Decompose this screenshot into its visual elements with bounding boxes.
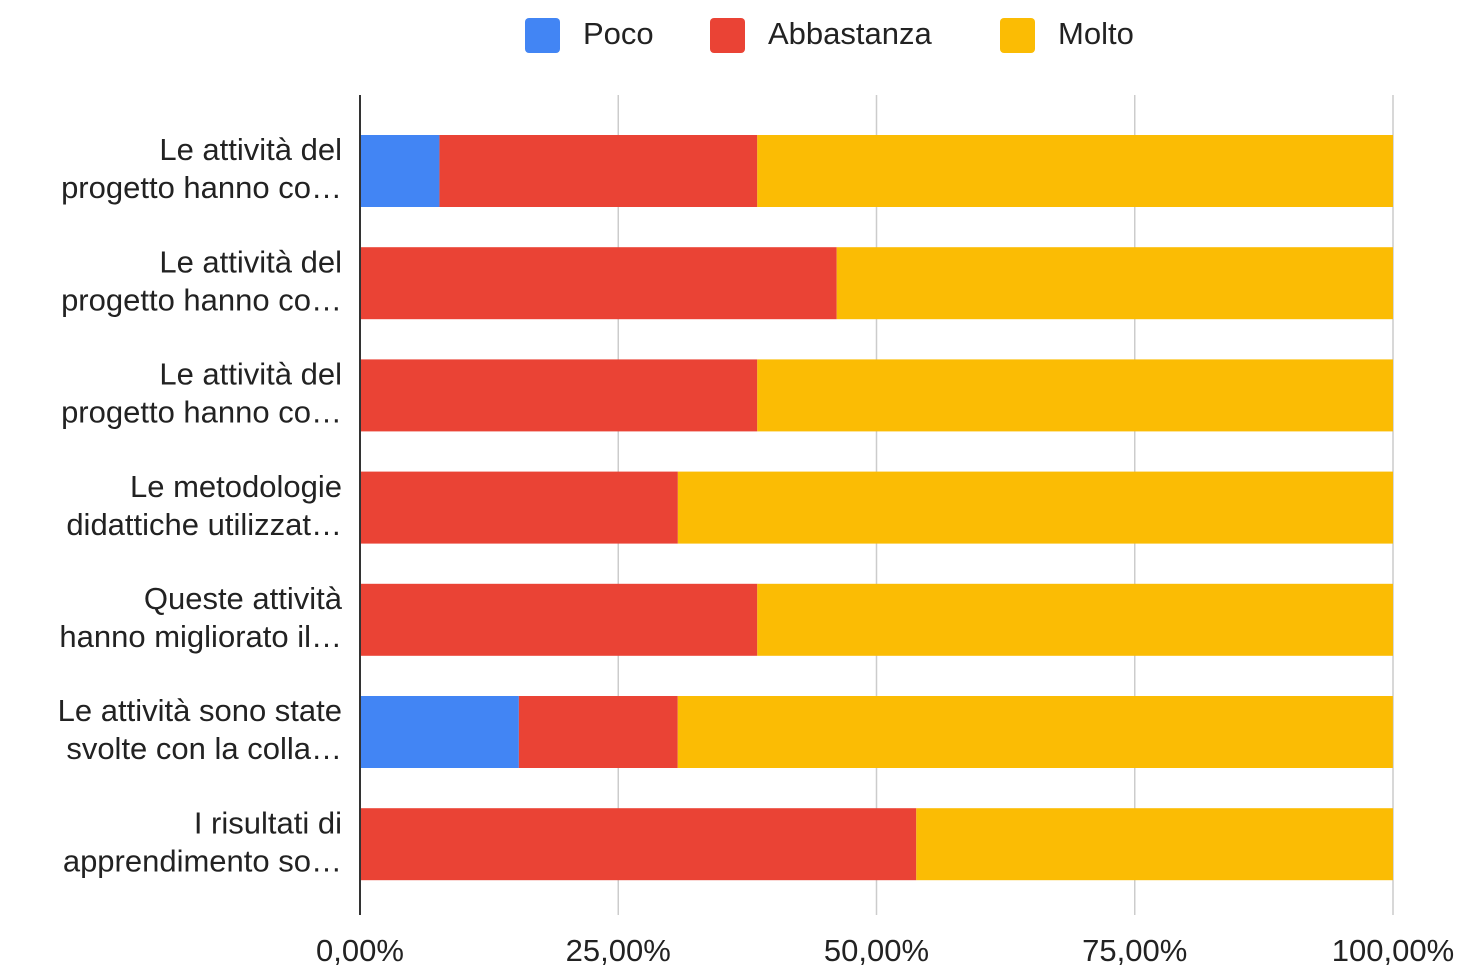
bar-segment [360, 583, 758, 656]
bar-segment [439, 135, 758, 207]
y-tick-label: progetto hanno co… [61, 395, 342, 430]
y-tick-label: Le attività sono state [58, 693, 342, 728]
y-tick-label: I risultati di [194, 805, 342, 840]
y-tick-label: svolte con la colla… [66, 731, 342, 766]
bar-segment [360, 696, 519, 768]
x-tick-label: 100,00% [1332, 933, 1454, 968]
bar-segment [677, 471, 1393, 544]
legend-label: Abbastanza [768, 16, 932, 51]
bar-segment [916, 808, 1393, 881]
y-tick-label: Le attività del [159, 132, 342, 167]
bar-segment [677, 696, 1393, 768]
bar-segment [360, 359, 758, 432]
bar-segment [360, 471, 678, 544]
y-tick-label: progetto hanno co… [61, 282, 342, 317]
bar-segment [757, 359, 1393, 432]
bar-segment [518, 696, 678, 768]
y-tick-label: hanno migliorato il… [59, 619, 342, 654]
y-tick-label: Le attività del [159, 357, 342, 392]
bar-segment [757, 135, 1393, 207]
bar-segment [360, 135, 440, 207]
bar-segment [836, 247, 1393, 320]
y-tick-label: Queste attività [144, 581, 343, 616]
bar-segment [360, 808, 917, 881]
y-tick-label: apprendimento so… [63, 843, 342, 878]
legend-label: Poco [583, 16, 654, 51]
y-tick-label: didattiche utilizzat… [66, 507, 342, 542]
bar-segment [360, 247, 837, 320]
x-tick-label: 0,00% [316, 933, 404, 968]
x-tick-label: 75,00% [1082, 933, 1187, 968]
legend-swatch [1000, 18, 1035, 53]
y-tick-label: Le metodologie [130, 469, 342, 504]
x-tick-label: 50,00% [824, 933, 929, 968]
legend-swatch [525, 18, 560, 53]
bar-segment [757, 583, 1393, 656]
legend-label: Molto [1058, 16, 1134, 51]
y-tick-label: progetto hanno co… [61, 170, 342, 205]
legend-swatch [710, 18, 745, 53]
x-tick-label: 25,00% [566, 933, 671, 968]
y-tick-label: Le attività del [159, 244, 342, 279]
